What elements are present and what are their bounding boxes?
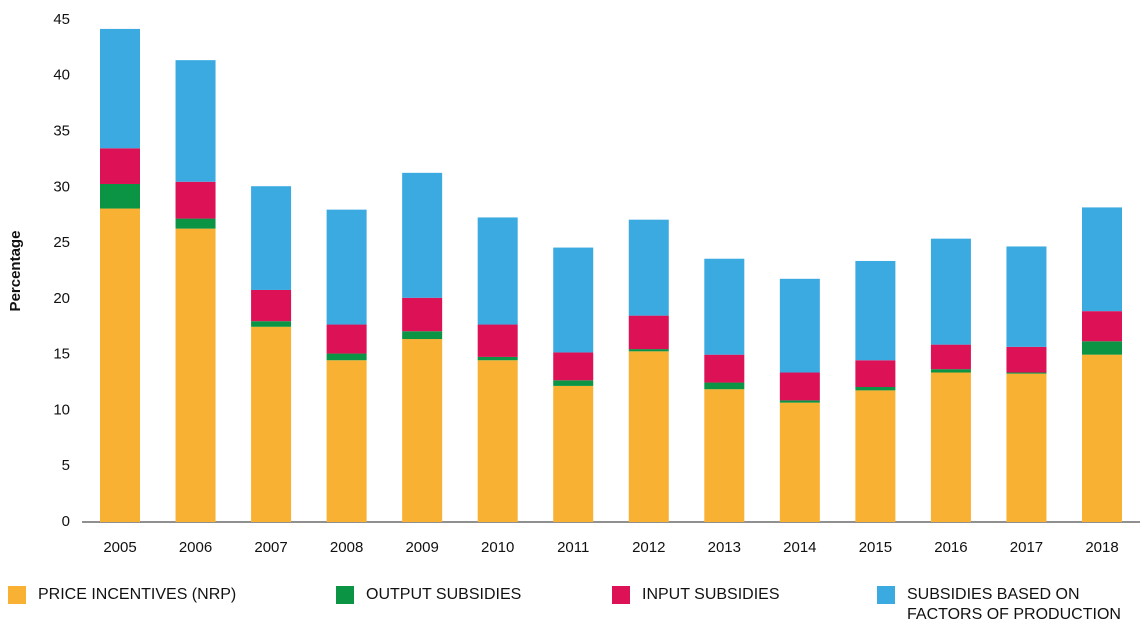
bar-segment — [402, 172, 443, 298]
bar-segment — [553, 247, 594, 353]
bar-segment — [100, 148, 140, 184]
bar-segment — [477, 217, 518, 325]
x-tick-label: 2008 — [330, 539, 363, 556]
x-tick-label: 2017 — [1010, 539, 1043, 556]
bar-segment — [553, 380, 594, 386]
legend-item: SUBSIDIES BASED ON FACTORS OF PRODUCTION — [877, 585, 1146, 625]
legend-swatch — [8, 586, 26, 604]
x-tick-label: 2011 — [557, 539, 589, 556]
bar-segment — [779, 400, 820, 403]
bar-segment — [326, 353, 367, 361]
y-axis-label: Percentage — [7, 231, 24, 312]
bar-segment — [553, 385, 594, 522]
bar-segment — [251, 321, 292, 327]
bar-segment — [402, 297, 443, 332]
bar-segment — [779, 372, 820, 401]
x-tick-label: 2010 — [481, 539, 514, 556]
x-tick-label: 2016 — [934, 539, 967, 556]
bar-segment — [251, 289, 292, 322]
bar-segment — [930, 344, 971, 370]
bar-segment — [477, 356, 518, 361]
bar-segment — [855, 387, 896, 391]
bar-segment — [779, 278, 820, 373]
bar-segment — [930, 369, 971, 373]
bar-segment — [1082, 341, 1122, 355]
x-tick-label: 2015 — [859, 539, 892, 556]
bar-segment — [704, 258, 745, 355]
bar-segment — [1082, 207, 1122, 312]
bar-segment — [1006, 346, 1047, 373]
bar-segment — [402, 331, 443, 340]
legend-label: PRICE INCENTIVES (NRP) — [38, 586, 237, 603]
bar-segment — [477, 324, 518, 357]
bar-segment — [326, 324, 367, 354]
y-tick-label: 0 — [62, 513, 70, 530]
bar-segment — [628, 219, 669, 316]
y-tick-label: 45 — [53, 11, 70, 28]
bar-segment — [628, 351, 669, 522]
bar-segment — [628, 349, 669, 352]
legend-swatch — [877, 586, 895, 604]
bar-segment — [1006, 373, 1047, 522]
bar-segment — [855, 260, 896, 361]
bar-segment — [930, 238, 971, 345]
bar-segment — [100, 208, 140, 523]
legend-item: OUTPUT SUBSIDIES — [336, 585, 586, 605]
bar-segment — [326, 209, 367, 325]
y-tick-label: 40 — [53, 67, 70, 84]
y-tick-label: 30 — [53, 178, 70, 195]
bar-segment — [175, 60, 216, 182]
bar-segment — [779, 402, 820, 522]
chart: Percentage 0 5 10 15 20 25 30 35 40 45 2005 2006 200… — [7, 11, 1140, 556]
bar-segment — [704, 389, 745, 522]
bar-segment — [402, 339, 443, 522]
legend-swatch — [612, 586, 630, 604]
y-tick-label: 35 — [53, 123, 70, 140]
bar-segment — [175, 218, 216, 229]
bar-segment — [1006, 246, 1047, 347]
bar-segment — [100, 28, 140, 149]
legend-label: SUBSIDIES BASED ON FACTORS OF PRODUCTION — [907, 586, 1121, 623]
legend-label: OUTPUT SUBSIDIES — [366, 586, 522, 603]
legend-item: INPUT SUBSIDIES — [612, 585, 852, 605]
y-tick-label: 20 — [53, 290, 70, 307]
bar-segment — [251, 326, 292, 522]
x-tick-label: 2006 — [179, 539, 212, 556]
legend-label: INPUT SUBSIDIES — [642, 586, 780, 603]
bar-segment — [704, 354, 745, 383]
bar-segment — [326, 360, 367, 522]
bar-segment — [100, 183, 140, 209]
bar-segment — [175, 228, 216, 522]
bar-segment — [855, 360, 896, 388]
bar-segment — [1082, 311, 1122, 342]
bar-segment — [704, 382, 745, 390]
legend-swatch — [336, 586, 354, 604]
x-tick-label: 2013 — [708, 539, 741, 556]
x-tick-label: 2007 — [254, 539, 287, 556]
bar-segment — [1082, 354, 1122, 522]
bar-segment — [1006, 372, 1047, 374]
x-tick-label: 2012 — [632, 539, 665, 556]
bar-segment — [855, 390, 896, 522]
legend-item: PRICE INCENTIVES (NRP) — [8, 585, 308, 605]
y-tick-label: 15 — [53, 346, 70, 363]
bar-segment — [553, 352, 594, 381]
y-tick-label: 5 — [62, 457, 70, 474]
x-tick-label: 2018 — [1085, 539, 1118, 556]
bar-segment — [930, 372, 971, 522]
bar-segment — [477, 360, 518, 522]
x-tick-label: 2014 — [783, 539, 816, 556]
y-tick-label: 10 — [53, 401, 70, 418]
bar-segment — [251, 186, 292, 290]
bar-segment — [628, 315, 669, 350]
x-tick-label: 2009 — [405, 539, 438, 556]
x-tick-label: 2005 — [103, 539, 136, 556]
bar-segment — [175, 181, 216, 219]
y-tick-label: 25 — [53, 234, 70, 251]
